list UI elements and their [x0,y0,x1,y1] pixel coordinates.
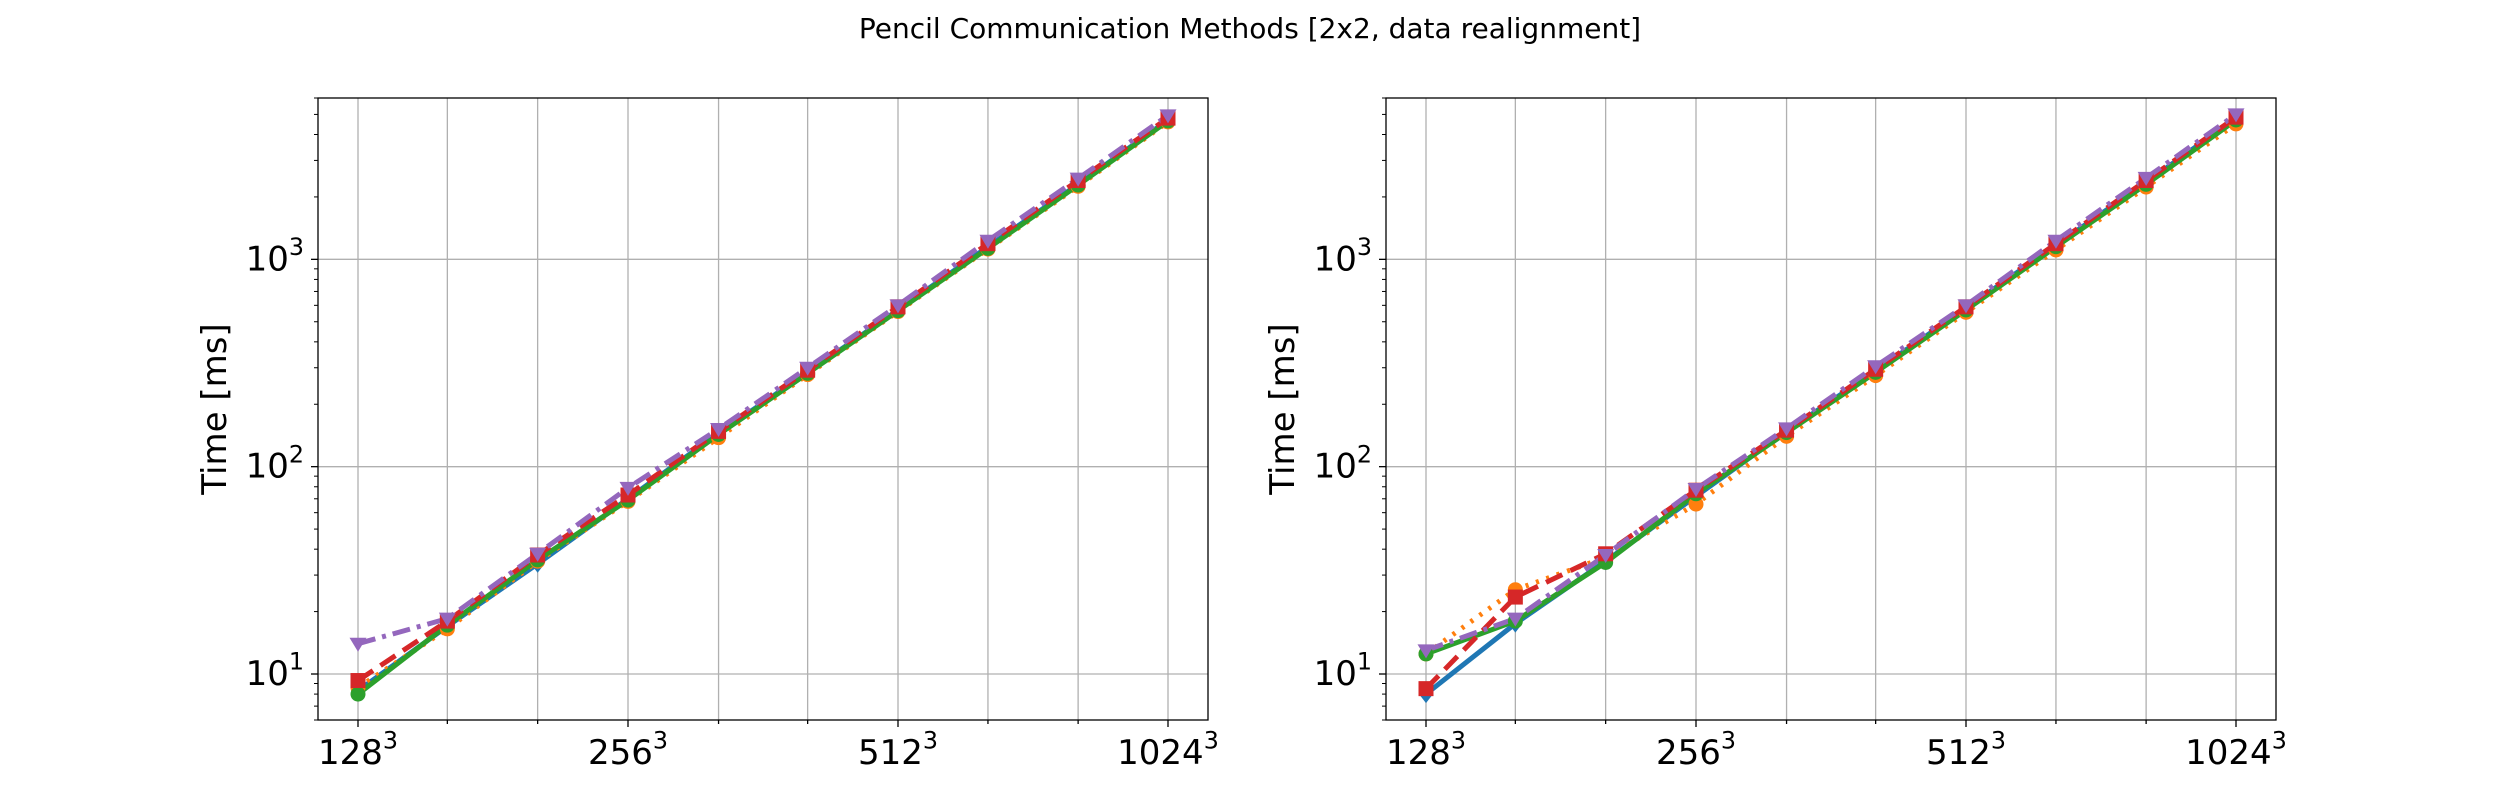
x-tick-label: 10243 [1117,727,1219,773]
data-point [350,673,366,689]
series-line [1425,112,2238,653]
series-line [356,118,1170,697]
data-point [1506,612,1524,627]
y-tick-label: 103 [1314,233,1372,279]
x-tick-label: 10243 [2185,727,2287,773]
y-tick-label: 102 [246,440,304,486]
data-point [619,481,637,496]
series-line [357,113,1170,647]
y-tick-label: 103 [246,233,304,279]
y-axis-label: Time [ms] [195,323,235,495]
data-point [1688,496,1704,512]
y-tick-label: 101 [246,648,304,694]
x-tick-label: 5123 [858,727,938,773]
x-tick-label: 5123 [1926,727,2006,773]
y-axis-label: Time [ms] [1263,323,1303,495]
data-point [1597,548,1615,563]
data-point [1867,360,1885,375]
data-point [438,612,456,627]
data-point [350,686,366,702]
data-point [2047,234,2065,249]
data-point [1418,681,1434,697]
axes-frame [317,97,1209,721]
data-point [1417,644,1435,659]
data-point [799,361,817,376]
y-tick-label: 102 [1314,440,1372,486]
data-point [1778,422,1796,437]
data-point [529,547,547,562]
data-point [1159,109,1177,124]
data-point [1687,483,1705,498]
x-tick-label: 1283 [1386,727,1466,773]
data-point [1957,299,1975,314]
data-point [2227,108,2245,123]
x-tick-label: 1283 [318,727,398,773]
figure-title: Pencil Communication Methods [2x2, data … [858,12,1642,45]
data-point [710,422,728,437]
x-tick-label: 2563 [1656,727,1736,773]
data-point [1507,589,1523,605]
axes-frame [1385,97,2277,721]
data-point [1069,172,1087,187]
y-tick-label: 101 [1314,648,1372,694]
data-point [979,234,997,249]
data-point [889,299,907,314]
data-point [349,637,367,652]
data-point [2137,171,2155,186]
x-tick-label: 2563 [588,727,668,773]
